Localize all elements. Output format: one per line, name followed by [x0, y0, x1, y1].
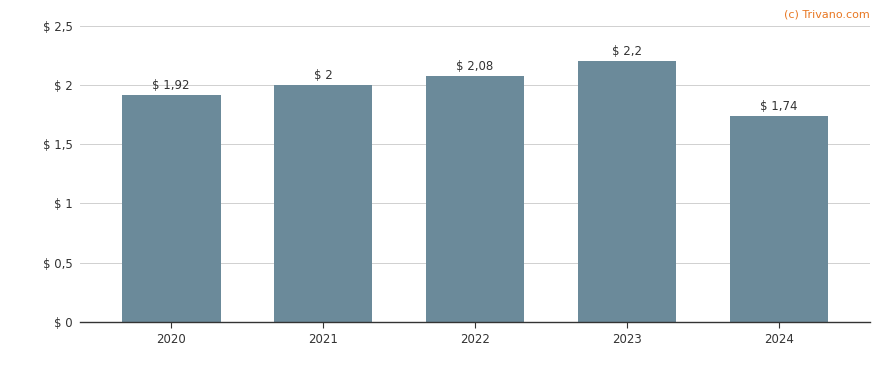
Text: (c) Trivano.com: (c) Trivano.com [784, 10, 870, 20]
Text: $ 1,92: $ 1,92 [153, 78, 190, 92]
Bar [578, 61, 677, 322]
Text: $ 2: $ 2 [313, 69, 332, 82]
Bar [122, 95, 220, 322]
Text: $ 2,08: $ 2,08 [456, 60, 494, 73]
Text: $ 1,74: $ 1,74 [760, 100, 797, 113]
Bar [425, 75, 525, 322]
Bar [274, 85, 372, 322]
Bar [730, 116, 829, 322]
Text: $ 2,2: $ 2,2 [612, 46, 642, 58]
